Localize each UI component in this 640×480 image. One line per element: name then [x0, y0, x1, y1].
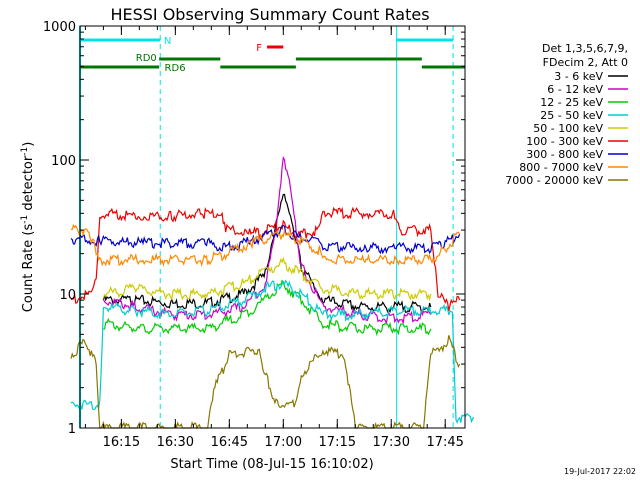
legend-header: Det 1,3,5,6,7,9, — [542, 42, 628, 55]
chart-title: HESSI Observing Summary Count Rates — [110, 5, 429, 24]
series-line-6 — [70, 224, 461, 255]
timestamp-label: 19-Jul-2017 22:02 — [564, 467, 636, 476]
legend-label: 12 - 25 keV — [540, 96, 603, 109]
x-tick-label: 17:45 — [426, 435, 463, 450]
x-tick-label: 17:15 — [319, 435, 356, 450]
series-line-2 — [103, 279, 432, 337]
series-line-4 — [102, 256, 432, 302]
legend: Det 1,3,5,6,7,9,FDecim 2, Att 03 - 6 keV… — [505, 42, 628, 187]
plot-frame — [79, 25, 466, 429]
rd6-label: RD6 — [165, 63, 186, 74]
legend-label: 3 - 6 keV — [554, 70, 603, 83]
legend-label: 7000 - 20000 keV — [505, 174, 603, 187]
y-axis: 1 10 100 1000 — [43, 20, 465, 437]
legend-label: 6 - 12 keV — [547, 83, 603, 96]
flare-label: F — [256, 43, 262, 54]
series-line-1 — [102, 155, 432, 326]
y-tick-label: 10 — [59, 288, 76, 303]
y-tick-label: 1000 — [43, 20, 76, 35]
x-tick-label: 17:00 — [265, 435, 302, 450]
legend-label: 800 - 7000 keV — [519, 161, 603, 174]
legend-label: 100 - 300 keV — [526, 135, 603, 148]
x-tick-label: 16:15 — [103, 435, 140, 450]
x-axis-label: Start Time (08-Jul-15 16:10:02) — [170, 457, 373, 472]
legend-label: 300 - 800 keV — [526, 148, 603, 161]
x-tick-label: 17:30 — [373, 435, 410, 450]
y-tick-label: 100 — [51, 154, 76, 169]
x-tick-label: 16:45 — [211, 435, 248, 450]
legend-label: 50 - 100 keV — [533, 122, 603, 135]
x-axis: 16:15 16:30 16:45 17:00 17:15 17:30 17:45 — [84, 26, 464, 450]
series-lines — [70, 155, 475, 430]
y-tick-label: 1 — [68, 422, 76, 437]
legend-header: FDecim 2, Att 0 — [543, 56, 628, 69]
series-line-8 — [70, 335, 461, 430]
rd0-label: RD0 — [136, 53, 157, 64]
y-axis-label: Count Rate (s-1 detector-1) — [20, 142, 36, 313]
x-tick-label: 16:30 — [157, 435, 194, 450]
status-bars: N F RD0 RD6 — [79, 26, 465, 428]
series-line-7 — [70, 223, 461, 268]
series-line-3 — [70, 279, 475, 425]
legend-label: 25 - 50 keV — [540, 109, 603, 122]
night-label: N — [164, 36, 171, 47]
